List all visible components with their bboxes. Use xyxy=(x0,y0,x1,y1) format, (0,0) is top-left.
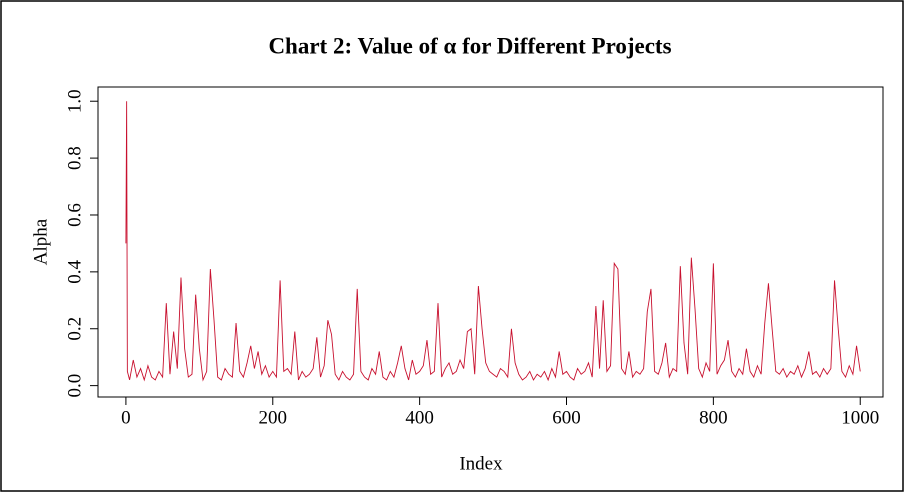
x-tick-label: 1000 xyxy=(841,407,879,428)
x-tick-label: 400 xyxy=(405,407,434,428)
x-tick-label: 200 xyxy=(259,407,288,428)
y-tick-label: 0.8 xyxy=(64,146,85,170)
x-tick-label: 800 xyxy=(699,407,728,428)
x-tick-label: 600 xyxy=(552,407,581,428)
x-axis-label: Index xyxy=(459,453,503,474)
data-line xyxy=(125,101,861,382)
y-tick-label: 0.4 xyxy=(64,259,85,283)
y-tick-label: 0.2 xyxy=(64,317,85,341)
y-tick-label: 0.6 xyxy=(64,203,85,227)
plot-box xyxy=(97,86,884,398)
y-tick-label: 1.0 xyxy=(64,89,85,113)
x-tick-label: 0 xyxy=(121,407,131,428)
y-axis-label: Alpha xyxy=(30,218,51,265)
y-tick-label: 0.0 xyxy=(64,374,85,398)
chart-title: Chart 2: Value of α for Different Projec… xyxy=(268,33,671,58)
